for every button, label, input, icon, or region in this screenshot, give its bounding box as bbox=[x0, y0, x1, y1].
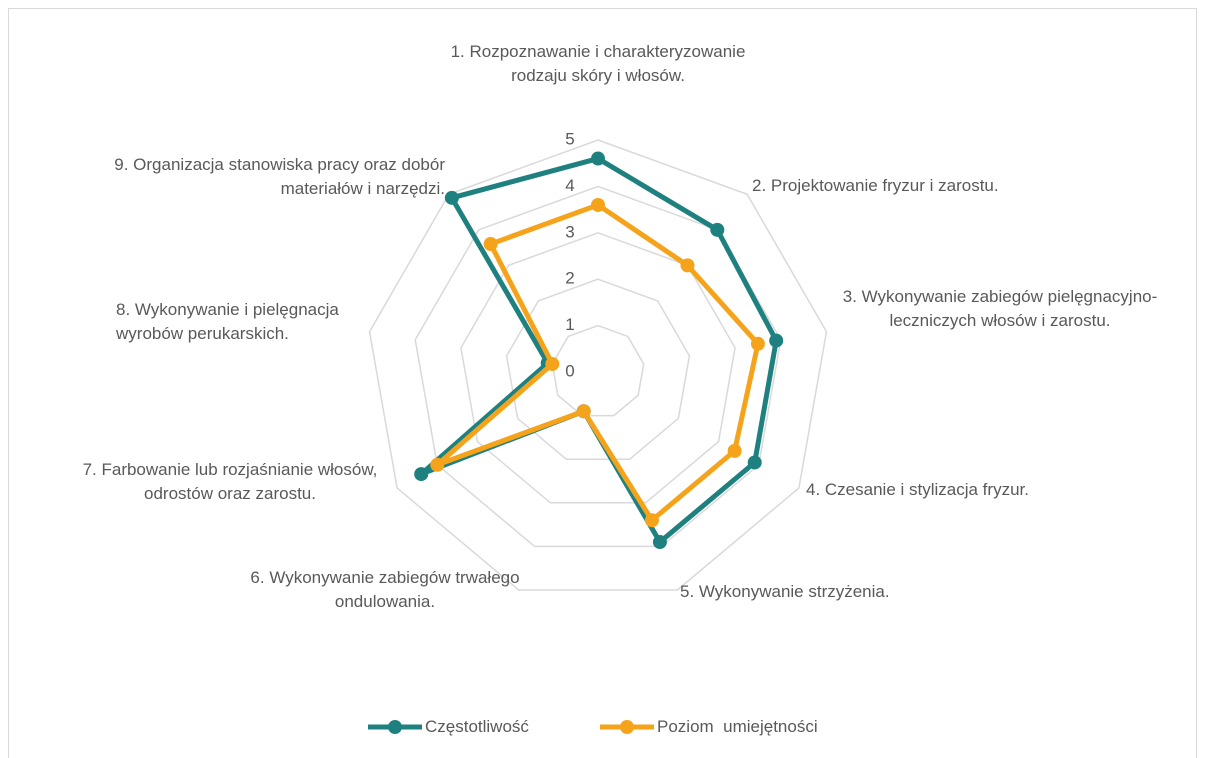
data-point bbox=[750, 336, 765, 351]
legend-label: Poziom umiejętności bbox=[657, 717, 818, 736]
data-point bbox=[644, 513, 659, 528]
data-point bbox=[769, 333, 784, 348]
data-point bbox=[680, 258, 695, 273]
legend-marker bbox=[620, 720, 634, 734]
r-tick-label: 1 bbox=[565, 315, 574, 334]
data-point bbox=[444, 190, 459, 205]
category-label: 1. Rozpoznawanie i charakteryzowanie rod… bbox=[450, 42, 746, 85]
data-point bbox=[545, 356, 560, 371]
data-point bbox=[652, 535, 667, 550]
data-point bbox=[710, 222, 725, 237]
grid-ring bbox=[460, 232, 736, 504]
r-tick-label: 2 bbox=[565, 269, 574, 288]
grid-ring bbox=[505, 278, 691, 460]
category-label: 8. Wykonywanie i pielęgnacja wyrobów per… bbox=[116, 300, 339, 343]
r-tick-label: 0 bbox=[565, 361, 574, 380]
series-line bbox=[418, 156, 779, 545]
category-label: 9. Organizacja stanowiska pracy oraz dob… bbox=[114, 155, 445, 198]
data-point bbox=[591, 151, 605, 166]
category-label: 2. Projektowanie fryzur i zarostu. bbox=[752, 176, 999, 195]
data-point bbox=[430, 457, 445, 472]
category-label: 6. Wykonywanie zabiegów trwałego ondulow… bbox=[250, 568, 520, 611]
legend-marker bbox=[388, 720, 402, 734]
data-point bbox=[591, 197, 605, 212]
grid-ring bbox=[414, 185, 782, 548]
category-label: 3. Wykonywanie zabiegów pielęgnacyjno-le… bbox=[842, 287, 1158, 330]
chart-border bbox=[8, 8, 1197, 758]
data-point bbox=[414, 467, 429, 482]
data-point bbox=[747, 455, 762, 470]
grid-ring bbox=[551, 324, 645, 417]
data-point bbox=[576, 404, 591, 419]
category-label: 7. Farbowanie lub rozjaśnianie włosów, o… bbox=[82, 460, 378, 503]
grid-ring bbox=[368, 139, 828, 591]
data-point bbox=[483, 237, 498, 252]
legend-label: Częstotliwość bbox=[425, 717, 529, 736]
data-point bbox=[727, 443, 742, 458]
r-tick-label: 3 bbox=[565, 222, 574, 241]
r-tick-label: 4 bbox=[565, 176, 574, 195]
category-label: 4. Czesanie i stylizacja fryzur. bbox=[806, 480, 1029, 499]
category-label: 5. Wykonywanie strzyżenia. bbox=[680, 582, 890, 601]
r-tick-label: 5 bbox=[565, 129, 574, 148]
series-line bbox=[434, 202, 761, 523]
